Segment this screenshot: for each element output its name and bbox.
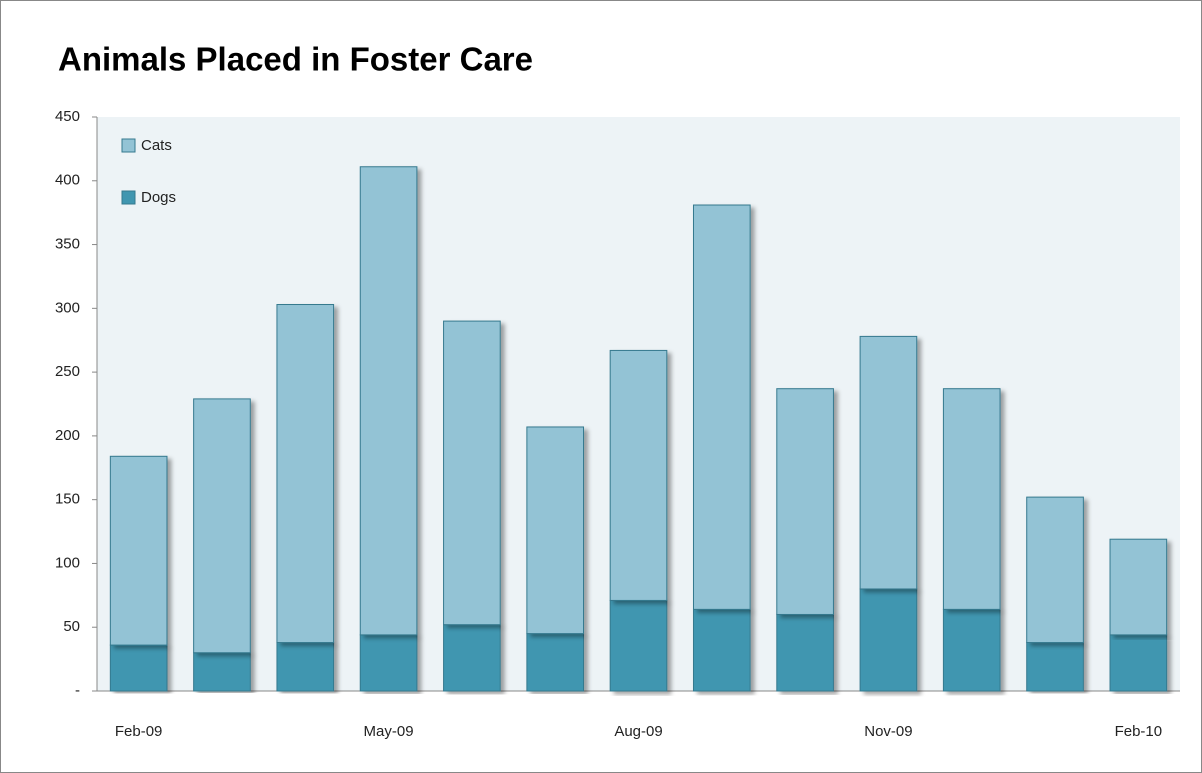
bar-segment xyxy=(692,204,751,610)
legend-swatch xyxy=(121,138,136,153)
bar-segment xyxy=(1109,538,1168,636)
bar-segment xyxy=(692,608,751,692)
bar-segment xyxy=(109,644,168,692)
bar-segment xyxy=(193,652,251,692)
x-tick-label: Feb-10 xyxy=(1115,723,1163,740)
bar-segment xyxy=(109,455,168,646)
y-tick-label: 350 xyxy=(55,236,80,253)
bar-segment xyxy=(526,633,585,692)
bar-segment xyxy=(609,349,668,601)
bar-segment xyxy=(193,398,251,654)
legend-swatch xyxy=(121,190,136,205)
bar-segment xyxy=(526,426,585,635)
x-tick-label: Feb-09 xyxy=(115,723,163,740)
y-tick-label: - xyxy=(75,682,80,699)
bar-segment xyxy=(359,166,418,636)
bar-segment xyxy=(1026,642,1084,692)
bar-segment xyxy=(359,634,418,692)
bar-segment xyxy=(1109,634,1168,692)
bar-segment xyxy=(776,613,834,692)
bar-segment xyxy=(609,599,668,692)
bar-segment xyxy=(443,624,501,692)
y-tick-label: 250 xyxy=(55,363,80,380)
y-tick-label: 450 xyxy=(55,108,80,125)
y-tick-label: 50 xyxy=(63,618,80,635)
bar-segment xyxy=(443,320,501,626)
bar-segment xyxy=(276,642,335,692)
bar-segment xyxy=(776,388,834,615)
y-tick-label: 300 xyxy=(55,299,80,316)
legend-label: Cats xyxy=(141,137,172,154)
bar-segment xyxy=(942,388,1001,610)
y-tick-label: 400 xyxy=(55,172,80,189)
bar-segment xyxy=(859,588,918,692)
y-tick-label: 200 xyxy=(55,427,80,444)
x-tick-label: Nov-09 xyxy=(864,723,912,740)
legend-label: Dogs xyxy=(141,189,176,206)
bar-segment xyxy=(942,608,1001,692)
bar-segment xyxy=(1026,496,1084,644)
bar-segment xyxy=(859,335,918,590)
y-tick-label: 100 xyxy=(55,554,80,571)
legend: Cats Dogs xyxy=(121,137,176,206)
chart-title: Animals Placed in Foster Care xyxy=(58,41,533,78)
x-tick-label: May-09 xyxy=(364,723,414,740)
bar-segment xyxy=(276,304,335,644)
y-tick-label: 150 xyxy=(55,491,80,508)
x-tick-label: Aug-09 xyxy=(614,723,662,740)
